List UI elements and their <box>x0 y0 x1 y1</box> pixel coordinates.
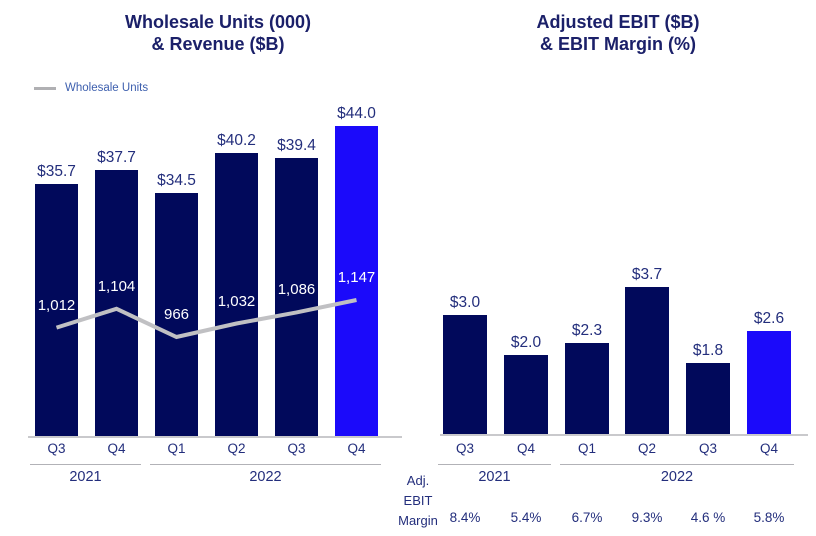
bar <box>95 170 138 436</box>
line-point-label: 1,086 <box>277 281 316 299</box>
adj-ebit-margin-label: Adj. EBIT Margin <box>389 471 447 531</box>
bar <box>504 355 548 434</box>
year-group-line <box>30 464 141 465</box>
left-chart-title-line1: Wholesale Units (000) <box>124 12 312 32</box>
bar <box>335 126 378 436</box>
quarter-label: Q1 <box>167 441 186 456</box>
left-chart-title-line2: & Revenue ($B) <box>151 34 285 54</box>
line-swatch-icon <box>34 86 56 90</box>
year-group-line <box>438 464 551 465</box>
quarter-label: Q4 <box>516 441 535 456</box>
bar-value-label: $2.0 <box>510 334 542 351</box>
bar-value-label: $35.7 <box>37 163 76 180</box>
bar-value-label: $3.0 <box>449 294 481 311</box>
left-chart-title: Wholesale Units (000) & Revenue ($B) <box>20 11 416 55</box>
line-point-label: 1,104 <box>97 277 136 295</box>
year-group-line <box>150 464 381 465</box>
quarter-label: Q3 <box>698 441 717 456</box>
margin-value: 5.4% <box>510 510 542 525</box>
bar-value-label: $40.2 <box>217 132 256 149</box>
adj-ebit-margin-label-line3: Margin <box>398 513 438 528</box>
bar-value-label: $3.7 <box>631 266 663 283</box>
margin-value: 5.8% <box>753 510 785 525</box>
bar-value-label: $1.8 <box>692 342 724 359</box>
bar-value-label: $34.5 <box>157 172 196 189</box>
quarter-label: Q2 <box>637 441 656 456</box>
right-chart-title: Adjusted EBIT ($B) & EBIT Margin (%) <box>420 11 816 55</box>
margin-value: 9.3% <box>631 510 663 525</box>
year-group-line <box>560 464 794 465</box>
year-label: 2022 <box>249 469 282 485</box>
bar-value-label: $2.3 <box>571 322 603 339</box>
year-label: 2021 <box>69 469 102 485</box>
bar-value-label: $37.7 <box>97 149 136 166</box>
bar-value-label: $39.4 <box>277 137 316 154</box>
margin-value: 4.6 % <box>690 510 726 525</box>
right-chart-title-line2: & EBIT Margin (%) <box>540 34 696 54</box>
quarter-label: Q4 <box>759 441 778 456</box>
bar-value-label: $2.6 <box>753 310 785 327</box>
quarter-label: Q3 <box>47 441 66 456</box>
line-point-label: 966 <box>163 306 190 323</box>
quarter-label: Q4 <box>107 441 126 456</box>
margin-value: 6.7% <box>571 510 603 525</box>
bar <box>275 158 318 436</box>
year-label: 2022 <box>660 469 694 485</box>
quarter-label: Q4 <box>347 441 366 456</box>
bar <box>443 315 487 434</box>
quarter-label: Q3 <box>455 441 474 456</box>
quarter-label: Q1 <box>577 441 596 456</box>
year-label: 2021 <box>478 469 511 485</box>
x-axis-line <box>28 436 402 438</box>
quarter-label: Q3 <box>287 441 306 456</box>
line-point-label: 1,012 <box>37 296 76 314</box>
quarter-label: Q2 <box>227 441 246 456</box>
bar <box>565 343 609 434</box>
bar-value-label: $44.0 <box>337 105 376 122</box>
line-point-label: 1,147 <box>337 269 376 286</box>
margin-value: 8.4% <box>449 510 481 525</box>
adj-ebit-margin-label-line1: Adj. <box>406 473 430 488</box>
right-chart-title-line1: Adjusted EBIT ($B) <box>536 12 700 32</box>
adj-ebit-margin-label-line2: EBIT <box>403 493 433 508</box>
wholesale-units-legend: Wholesale Units <box>34 82 148 94</box>
bar <box>747 331 791 434</box>
line-point-label: 1,032 <box>217 292 256 310</box>
x-axis-line <box>440 434 808 436</box>
bar <box>215 153 258 436</box>
bar <box>686 363 730 434</box>
bar <box>625 287 669 434</box>
legend-label: Wholesale Units <box>65 82 149 94</box>
